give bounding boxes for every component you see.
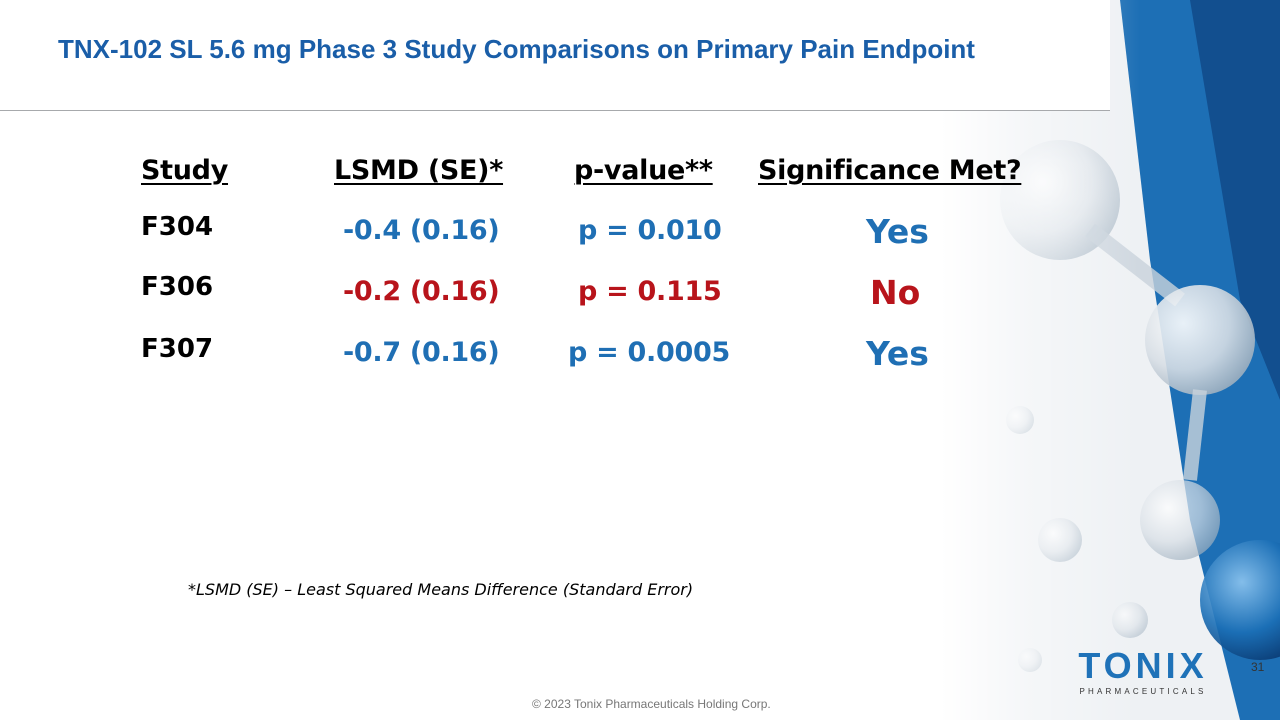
logo-tagline: PHARMACEUTICALS bbox=[1079, 687, 1207, 696]
header-study: Study bbox=[141, 155, 229, 186]
row-lsmd: -0.2 (0.16) bbox=[343, 276, 500, 307]
title-bar: TNX-102 SL 5.6 mg Phase 3 Study Comparis… bbox=[0, 0, 1110, 111]
header-pvalue: p-value** bbox=[574, 155, 713, 186]
page-number: 31 bbox=[1251, 660, 1265, 674]
row-significance: Yes bbox=[866, 212, 929, 251]
slide-title: TNX-102 SL 5.6 mg Phase 3 Study Comparis… bbox=[58, 34, 975, 64]
footnote: *LSMD (SE) – Least Squared Means Differe… bbox=[188, 580, 694, 599]
row-significance: Yes bbox=[866, 334, 929, 373]
header-lsmd: LSMD (SE)* bbox=[334, 155, 504, 186]
copyright-notice: © 2023 Tonix Pharmaceuticals Holding Cor… bbox=[532, 697, 771, 711]
molecule-background-image bbox=[940, 0, 1280, 720]
row-pvalue: p = 0.115 bbox=[578, 276, 722, 307]
tonix-logo: TONIX PHARMACEUTICALS bbox=[1078, 645, 1208, 697]
row-pvalue: p = 0.0005 bbox=[568, 337, 730, 368]
header-significance: Significance Met? bbox=[758, 155, 1022, 186]
row-study: F307 bbox=[141, 334, 214, 364]
row-study: F306 bbox=[141, 272, 214, 302]
row-study: F304 bbox=[141, 212, 214, 242]
row-significance: No bbox=[870, 273, 921, 312]
row-lsmd: -0.4 (0.16) bbox=[343, 215, 500, 246]
logo-wordmark: TONIX bbox=[1078, 645, 1208, 686]
row-lsmd: -0.7 (0.16) bbox=[343, 337, 500, 368]
row-pvalue: p = 0.010 bbox=[578, 215, 722, 246]
